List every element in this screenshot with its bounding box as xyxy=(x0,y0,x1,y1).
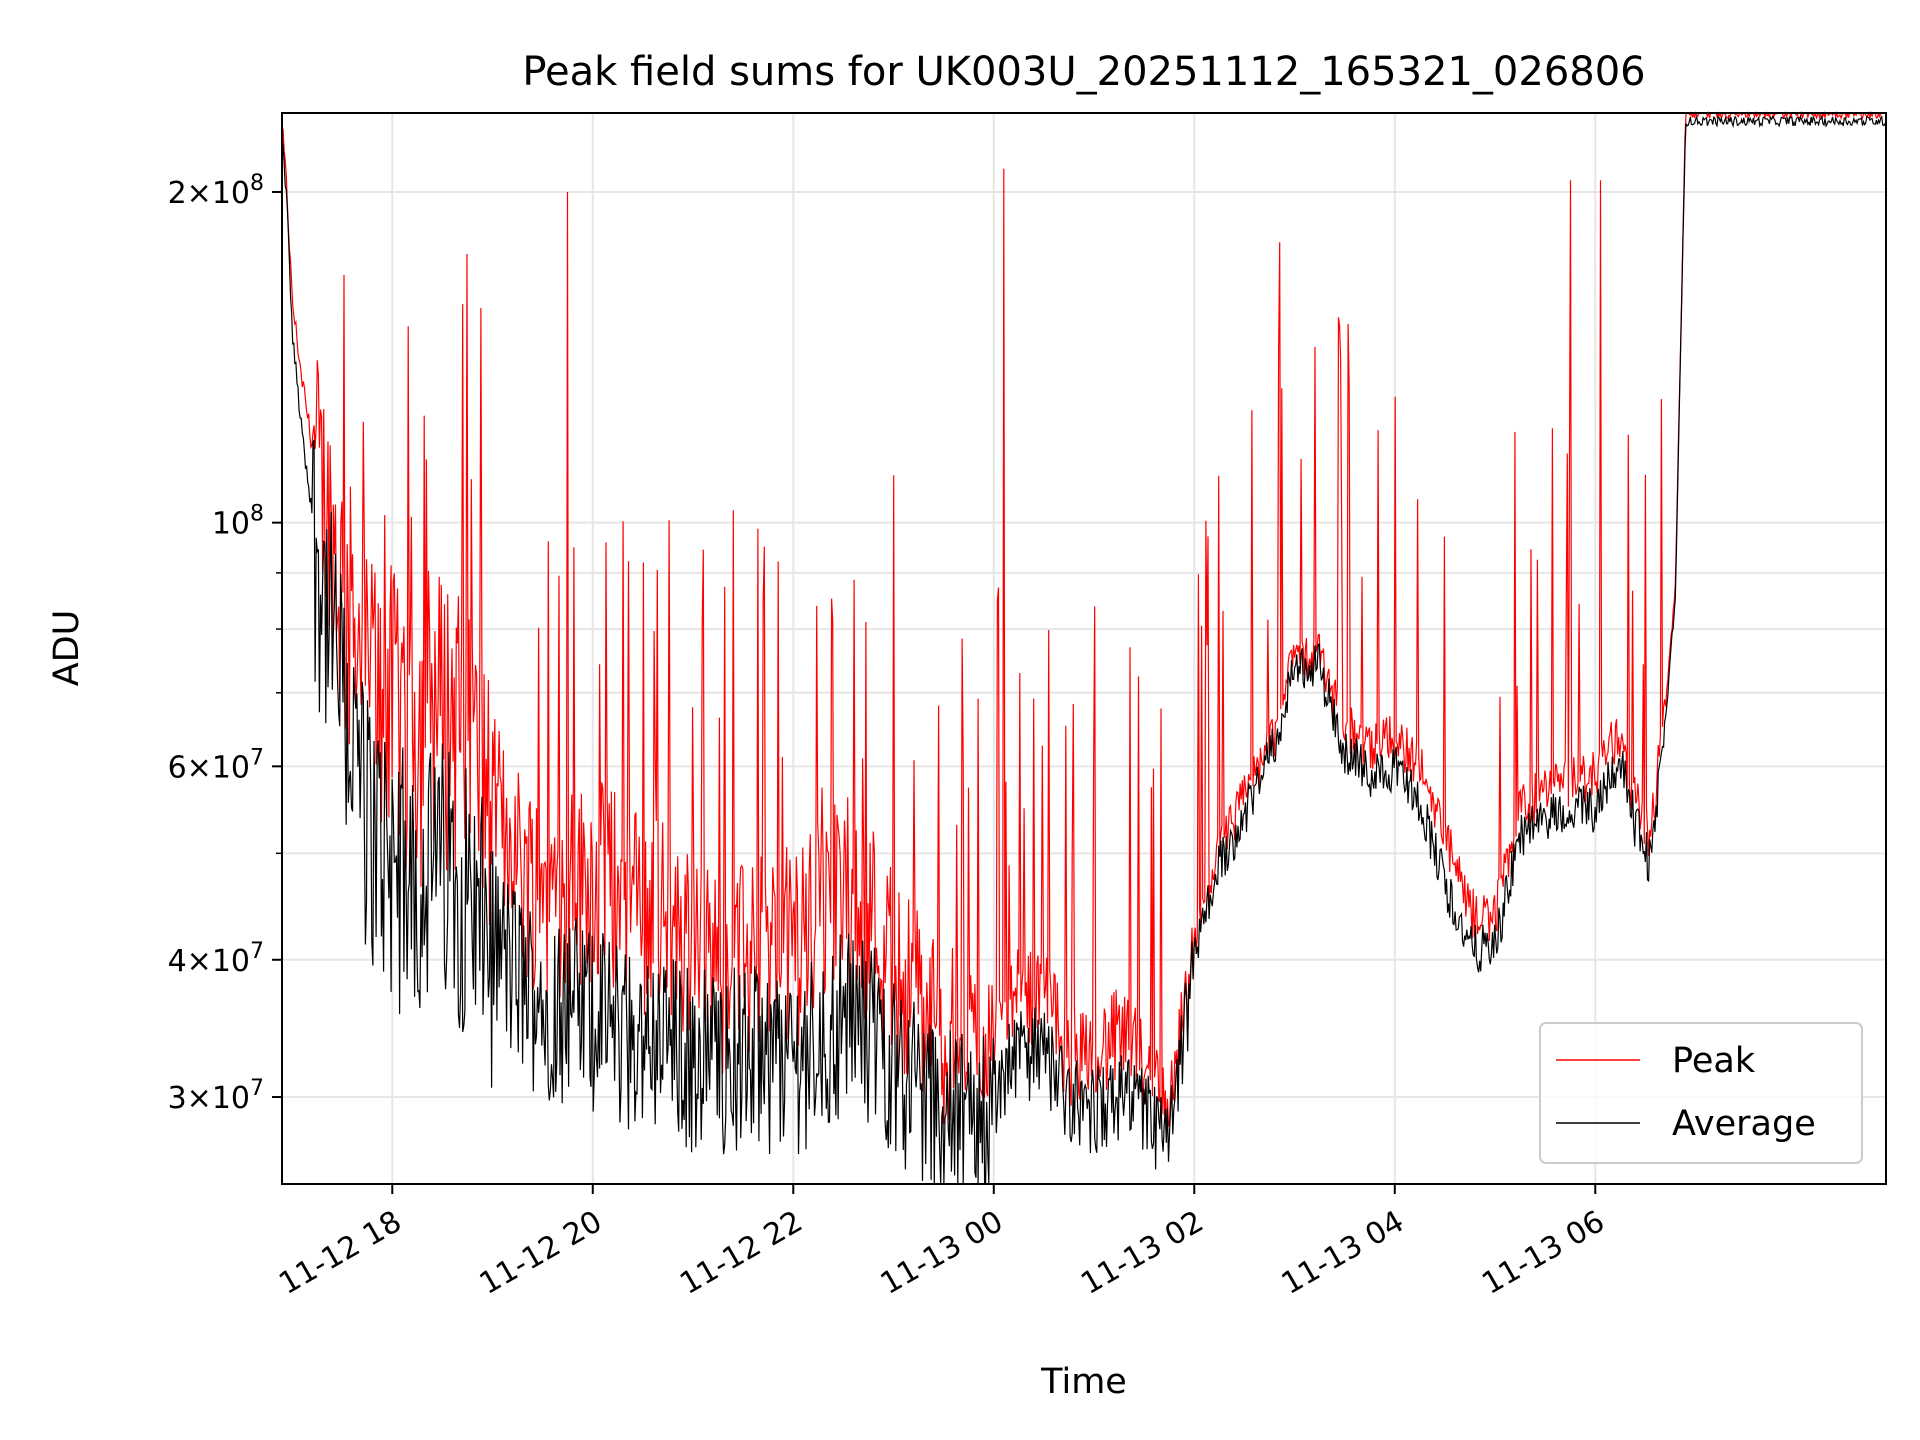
plot-frame xyxy=(281,112,1887,1185)
y-axis-label: ADU xyxy=(47,610,87,687)
y-tick-label: 6×107 xyxy=(168,745,264,785)
y-tick-label: 2×108 xyxy=(168,171,264,211)
legend: Peak Average xyxy=(1539,1022,1863,1164)
legend-label-peak: Peak xyxy=(1672,1041,1756,1081)
y-tick-label: 3×107 xyxy=(168,1076,264,1116)
series-line-peak xyxy=(281,110,1887,1134)
legend-box xyxy=(1539,1022,1863,1164)
y-axis: 3×107 4×107 6×107 108 2×108 xyxy=(168,171,282,1116)
x-axis-label: Time xyxy=(1040,1362,1127,1402)
legend-label-average: Average xyxy=(1672,1104,1816,1144)
series-line-average xyxy=(281,114,1887,1185)
plot-lines xyxy=(281,110,1887,1185)
y-tick-label: 4×107 xyxy=(168,939,264,979)
y-tick-label: 108 xyxy=(212,502,264,542)
chart-title: Peak field sums for UK003U_20251112_1653… xyxy=(522,49,1645,95)
